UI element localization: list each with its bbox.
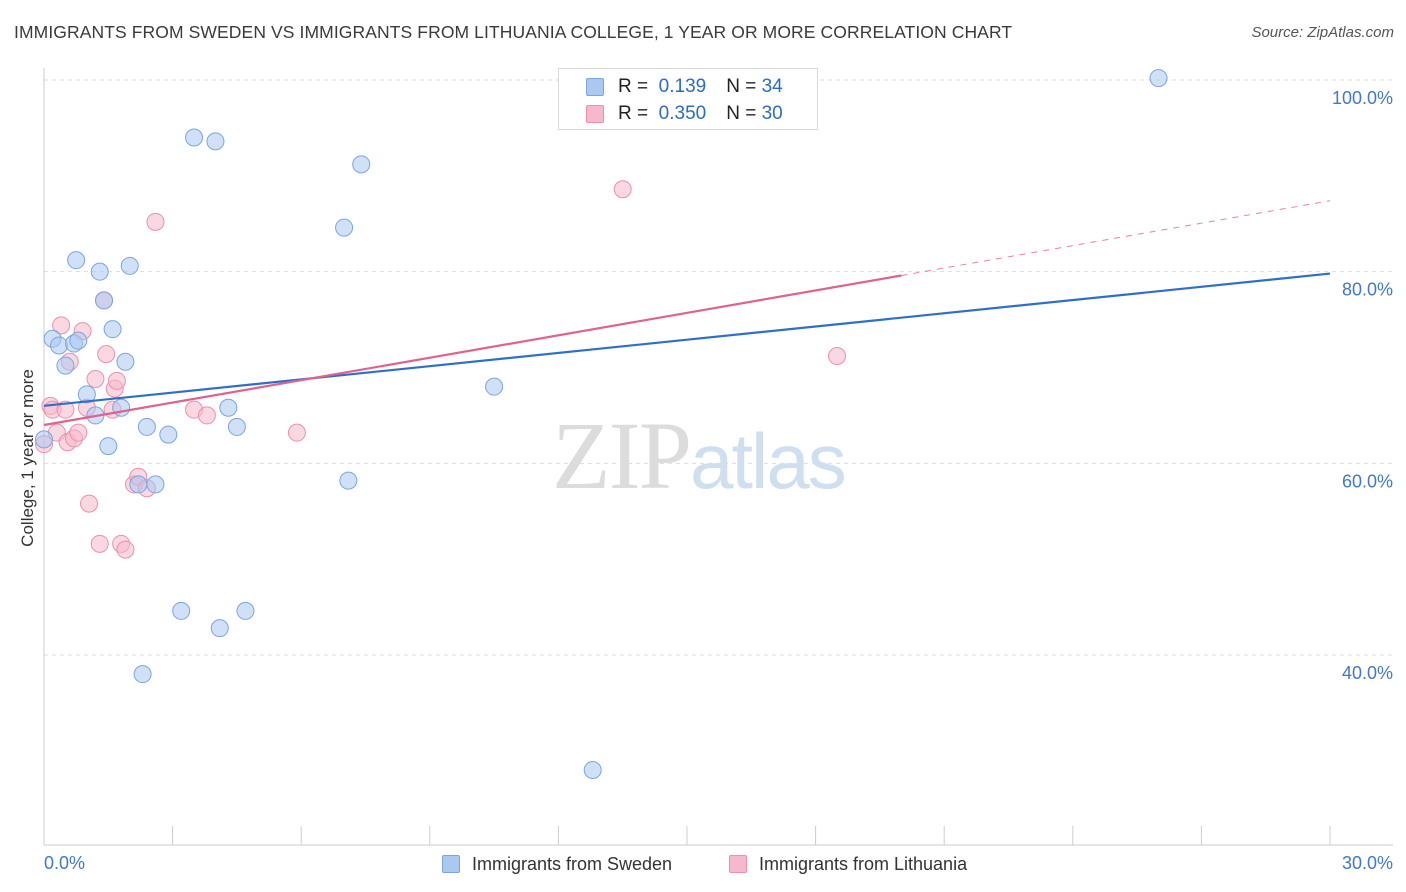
sweden-point	[227, 417, 246, 436]
axes	[43, 68, 1393, 846]
sweden-point	[112, 398, 131, 417]
legend-r-label-lithuania: R =	[618, 103, 649, 124]
lithuania-trend-extension	[901, 200, 1331, 276]
legend-row-sweden: R = 0.139 N = 34	[586, 75, 783, 99]
sweden-point	[133, 665, 152, 684]
lithuania-point	[197, 406, 216, 425]
sweden-point	[56, 356, 75, 375]
sweden-point	[50, 336, 69, 355]
sweden-point	[185, 128, 204, 147]
sweden-point	[129, 475, 148, 494]
y-tick-label: 60.0%	[1342, 471, 1393, 491]
sweden-point	[137, 417, 156, 436]
series-label-lithuania: Immigrants from Lithuania	[759, 853, 968, 874]
legend-swatch-sweden	[586, 78, 604, 96]
sweden-point	[485, 377, 504, 396]
sweden-point	[95, 291, 114, 310]
source-label: Source: ZipAtlas.com	[1251, 24, 1394, 41]
legend-n-label-lithuania: N =	[726, 103, 757, 124]
legend-r-value-sweden: 0.139	[658, 76, 707, 97]
sweden-point	[236, 601, 255, 620]
sweden-point	[352, 155, 371, 174]
sweden-point	[172, 601, 191, 620]
y-tick-label: 40.0%	[1342, 663, 1393, 683]
sweden-point	[206, 132, 225, 151]
sweden-point	[335, 218, 354, 237]
sweden-point	[1149, 69, 1168, 88]
sweden-trend-line	[43, 272, 1331, 407]
watermark-atlas: atlas	[690, 417, 847, 505]
lithuania-point	[80, 494, 99, 513]
series-swatch-lithuania	[729, 855, 747, 873]
sweden-point	[339, 471, 358, 490]
lithuania-points	[35, 180, 847, 559]
y-tick-label: 80.0%	[1342, 280, 1393, 300]
sweden-point	[159, 425, 178, 444]
sweden-points	[35, 69, 1168, 779]
lithuania-point	[146, 212, 165, 231]
series-swatch-sweden	[442, 855, 460, 873]
lithuania-trend-line	[43, 274, 902, 427]
sweden-point	[69, 331, 88, 350]
chart-title: IMMIGRANTS FROM SWEDEN VS IMMIGRANTS FRO…	[14, 22, 1013, 42]
legend-n-value-sweden: 34	[761, 76, 783, 97]
series-legend-sweden: Immigrants from Sweden	[442, 852, 672, 876]
tick-labels: 40.0% 60.0% 80.0% 100.0% 0.0% 30.0%	[44, 88, 1393, 873]
sweden-point	[219, 398, 238, 417]
x-tick-label-max: 30.0%	[1342, 853, 1393, 873]
y-tick-label: 100.0%	[1332, 88, 1393, 108]
watermark-zip: ZIP	[552, 402, 692, 509]
legend-r-value-lithuania: 0.350	[658, 103, 707, 124]
lithuania-point	[613, 180, 632, 199]
sweden-point	[35, 430, 53, 449]
lithuania-point	[97, 345, 116, 364]
watermark: ZIPatlas	[552, 400, 847, 511]
sweden-point	[99, 437, 118, 456]
sweden-point	[583, 761, 602, 779]
sweden-point	[90, 262, 109, 281]
sweden-point	[120, 256, 139, 275]
legend-swatch-lithuania	[586, 105, 604, 123]
trend-lines	[43, 200, 1331, 427]
lithuania-point	[116, 540, 135, 559]
x-tick-label-min: 0.0%	[44, 853, 85, 873]
legend-r-label-sweden: R =	[618, 76, 649, 97]
lithuania-point	[86, 370, 105, 388]
series-label-sweden: Immigrants from Sweden	[472, 853, 673, 874]
lithuania-point	[90, 534, 109, 553]
lithuania-point	[287, 423, 306, 442]
sweden-point	[67, 251, 86, 270]
lithuania-point	[107, 371, 126, 390]
lithuania-point	[52, 316, 71, 335]
sweden-point	[103, 320, 122, 339]
lithuania-point	[69, 423, 88, 442]
legend-row-lithuania: R = 0.350 N = 30	[586, 102, 783, 126]
legend-n-label-sweden: N =	[726, 76, 757, 97]
sweden-point	[77, 385, 96, 404]
sweden-point	[146, 475, 165, 494]
sweden-point	[210, 619, 229, 638]
legend-n-value-lithuania: 30	[761, 103, 783, 124]
lithuania-point	[56, 400, 75, 419]
correlation-legend: R = 0.139 N = 34 R = 0.350 N = 30	[558, 68, 818, 130]
sweden-point	[116, 352, 135, 371]
series-legend-lithuania: Immigrants from Lithuania	[729, 852, 967, 876]
lithuania-point	[828, 347, 847, 365]
gridlines	[44, 79, 1393, 656]
